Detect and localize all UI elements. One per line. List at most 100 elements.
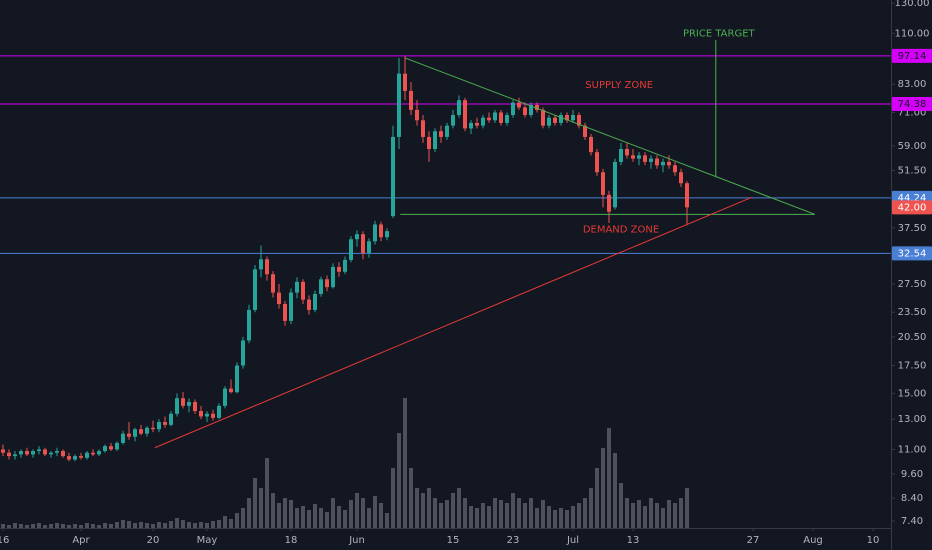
candle-body (337, 266, 341, 272)
volume-bar (625, 498, 629, 528)
y-tick-label: 17.50 (898, 361, 927, 372)
candle-body (145, 427, 149, 434)
volume-bar (235, 513, 239, 528)
annotation: PRICE TARGET (683, 28, 756, 39)
volume-bar (271, 493, 275, 528)
x-tick-label: Jun (348, 535, 365, 546)
candle-body (385, 231, 389, 238)
volume-bar (565, 510, 569, 528)
candle-body (433, 131, 437, 150)
candle-body (505, 115, 509, 123)
volume-bar (121, 520, 125, 528)
candle-body (97, 451, 101, 455)
volume-bar (589, 488, 593, 528)
volume-bar (169, 521, 173, 528)
candle-body (253, 269, 257, 310)
volume-bar (1, 524, 5, 528)
candle-body (481, 117, 485, 126)
candle-body (373, 224, 377, 242)
volume-bar (193, 523, 197, 528)
volume-bar (133, 523, 137, 528)
candle-body (379, 224, 383, 238)
volume-bar (259, 488, 263, 528)
candle-body (655, 158, 659, 166)
candle-body (7, 452, 11, 457)
volume-bar (409, 468, 413, 528)
candle-body (19, 451, 23, 455)
x-tick-label: 15 (447, 535, 460, 546)
volume-bar (619, 483, 623, 528)
candle-body (439, 131, 443, 137)
volume-bar (673, 503, 677, 528)
candle-body (289, 292, 293, 321)
volume-bar (451, 493, 455, 528)
volume-bar (583, 498, 587, 528)
volume-bar (79, 525, 83, 528)
y-tick-label: 71.00 (898, 107, 927, 118)
trend-line (154, 196, 752, 449)
volume-bar (601, 448, 605, 528)
candle-body (475, 122, 479, 126)
candle-body (595, 152, 599, 173)
volume-bar (547, 506, 551, 528)
volume-bar (175, 518, 179, 528)
candle-body (121, 433, 125, 443)
candle-body (553, 117, 557, 123)
candle-body (133, 429, 137, 437)
y-tick-label: 11.00 (898, 444, 927, 455)
volume-bar (331, 498, 335, 528)
volume-bar (247, 498, 251, 528)
volume-bar (13, 523, 17, 528)
volume-bar (535, 508, 539, 528)
candle-body (67, 456, 71, 460)
candle-body (169, 413, 173, 425)
volume-bar (61, 524, 65, 528)
price-label-box (892, 97, 932, 112)
candle-body (559, 115, 563, 123)
candle-body (571, 115, 575, 121)
volume-bar (685, 488, 689, 528)
volume-bar (421, 493, 425, 528)
volume-bar (637, 500, 641, 528)
candle-body (43, 449, 47, 455)
candle-body (259, 259, 263, 270)
volume-bar (295, 508, 299, 528)
candle-body (445, 125, 449, 137)
volume-bar (529, 498, 533, 528)
volume-bar (559, 508, 563, 528)
candle-body (247, 309, 251, 341)
candle-body (451, 115, 455, 126)
volume-bar (103, 523, 107, 528)
candle-body (193, 401, 197, 412)
volume-bar (73, 524, 77, 528)
candle-body (463, 100, 467, 129)
candle-body (85, 452, 89, 458)
volume-bar (199, 522, 203, 528)
volume-bar (67, 525, 71, 528)
candle-body (127, 433, 131, 437)
volume-bar (163, 523, 167, 528)
volume-bar (445, 500, 449, 528)
candle-body (535, 104, 539, 110)
volume-bar (397, 433, 401, 528)
volume-bar (523, 503, 527, 528)
candle-body (625, 149, 629, 156)
x-tick-label: 16 (0, 535, 9, 546)
volume-bar (439, 503, 443, 528)
candle-body (529, 104, 533, 116)
candle-body (601, 172, 605, 195)
volume-bar (187, 522, 191, 528)
volume-bar (553, 510, 557, 528)
candle-body (361, 234, 365, 254)
candle-body (265, 259, 269, 275)
volume-bar (487, 506, 491, 528)
candle-body (235, 365, 239, 393)
y-tick-label: 8.40 (901, 493, 923, 504)
volume-bar (469, 506, 473, 528)
candle-body (229, 388, 233, 393)
candle-body (679, 172, 683, 184)
candle-body (583, 125, 587, 137)
candle-body (307, 299, 311, 310)
